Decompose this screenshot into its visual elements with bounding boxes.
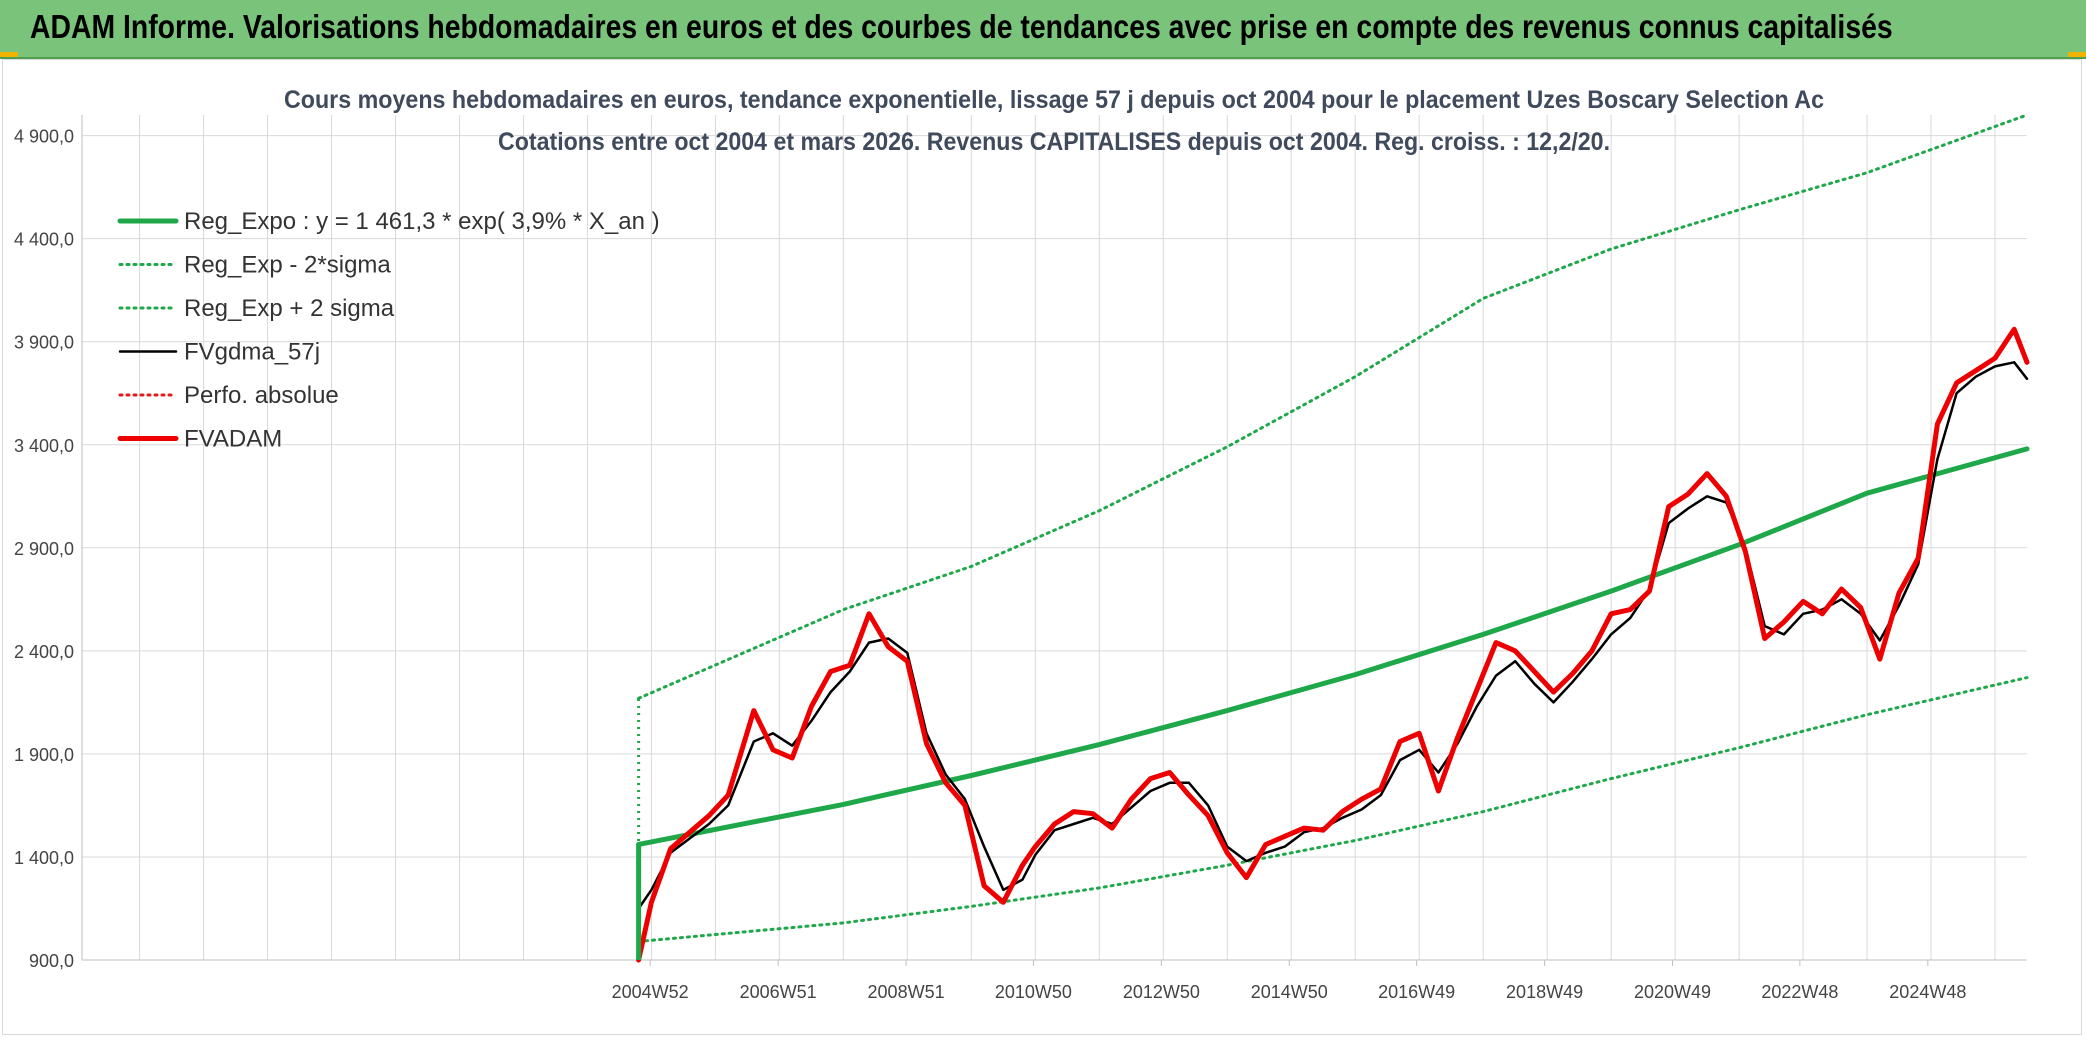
y-tick-label: 4 900,0	[14, 127, 74, 147]
chart-frame	[2, 59, 2082, 1035]
chart-title: Cours moyens hebdomadaires en euros, ten…	[284, 86, 1824, 114]
y-tick-label: 1 900,0	[14, 745, 74, 765]
report-banner: ADAM Informe. Valorisations hebdomadaire…	[0, 0, 2086, 59]
chart-subtitle: Cotations entre oct 2004 et mars 2026. R…	[498, 128, 1610, 156]
x-tick-label: 2010W50	[995, 982, 1072, 1002]
series-reg-exp-minus-2sigma-line	[637, 676, 2029, 943]
x-tick-label: 2016W49	[1378, 982, 1455, 1002]
series-fvadam-line	[636, 326, 2030, 963]
y-tick-label: 3 900,0	[14, 333, 74, 353]
x-tick-label: 2008W51	[868, 982, 945, 1002]
y-tick-label: 3 400,0	[14, 436, 74, 456]
x-tick-label: 2006W51	[740, 982, 817, 1002]
series-fvgdma-57j-line	[637, 361, 2029, 910]
banner-corner-right	[2068, 52, 2086, 57]
banner-corner-left	[0, 52, 18, 57]
series-reg-exp-plus-2sigma-line	[637, 113, 2029, 700]
series-reg-expo-line	[636, 446, 2030, 847]
x-tick-label: 2018W49	[1506, 982, 1583, 1002]
x-tick-label: 2014W50	[1251, 982, 1328, 1002]
y-tick-label: 900,0	[29, 951, 74, 971]
x-tick-label: 2004W52	[612, 982, 689, 1002]
legend-label: Reg_Expo : y = 1 461,3 * exp( 3,9% * X_a…	[184, 208, 660, 235]
banner-title: ADAM Informe. Valorisations hebdomadaire…	[30, 8, 1893, 45]
y-tick-label: 1 400,0	[14, 848, 74, 868]
legend-label: FVADAM	[184, 426, 282, 453]
legend-label: Perfo. absolue	[184, 382, 339, 409]
y-tick-label: 2 900,0	[14, 539, 74, 559]
legend-label: Reg_Exp + 2 sigma	[184, 295, 395, 322]
legend-label: Reg_Exp - 2*sigma	[184, 252, 391, 279]
legend-label: FVgdma_57j	[184, 339, 320, 366]
x-tick-label: 2012W50	[1123, 982, 1200, 1002]
x-tick-label: 2022W48	[1761, 982, 1838, 1002]
x-tick-label: 2020W49	[1634, 982, 1711, 1002]
y-tick-label: 4 400,0	[14, 230, 74, 250]
x-tick-label: 2024W48	[1889, 982, 1966, 1002]
y-tick-label: 2 400,0	[14, 642, 74, 662]
